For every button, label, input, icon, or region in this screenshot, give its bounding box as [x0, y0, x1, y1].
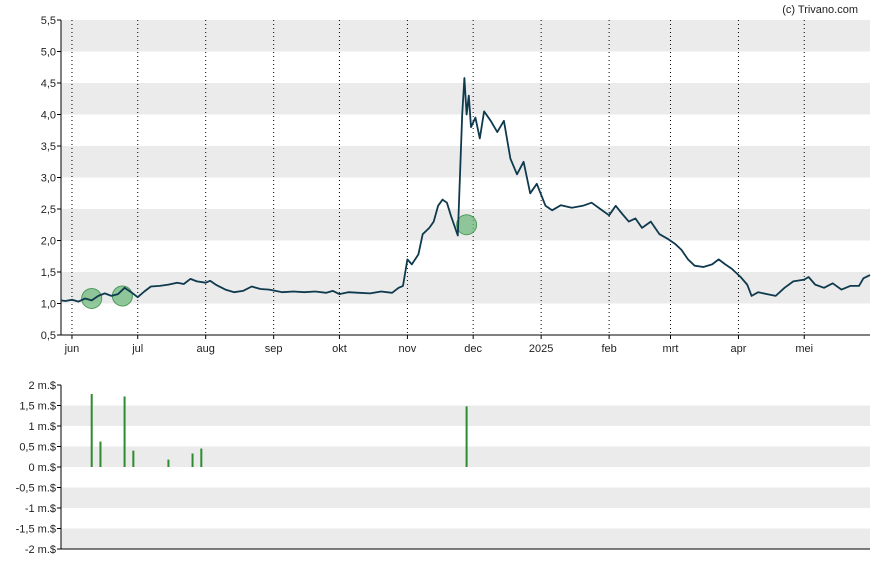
trade-marker — [456, 214, 478, 236]
volume-panel: 2 m.$ 1,5 m.$ 1 m.$ 0,5 m.$ 0 m.$ -0,5 m.$ -1 … — [16, 380, 870, 556]
x-tick-label: dec — [464, 343, 482, 355]
volume-bar — [123, 396, 126, 467]
x-tick-label: jul — [131, 343, 143, 355]
volume-bar — [132, 450, 135, 467]
volume-grid-band — [61, 405, 870, 426]
y-tick-label: 2,5 — [41, 204, 56, 216]
copyright-label: (c) Trivano.com — [782, 4, 858, 16]
y-tick-label: 4,0 — [41, 110, 56, 122]
y-tick-label: 1,5 — [41, 267, 56, 279]
x-tick-label: okt — [332, 343, 347, 355]
volume-bar — [90, 394, 93, 467]
volume-bar — [99, 441, 102, 467]
x-tick-label: sep — [265, 343, 283, 355]
volume-bar — [191, 453, 194, 467]
volume-y-tick-label: 0,5 m.$ — [19, 442, 56, 454]
volume-y-tick-label: 0 m.$ — [28, 462, 56, 474]
y-tick-label: 0,5 — [41, 330, 56, 342]
x-tick-label: nov — [399, 343, 417, 355]
volume-grid-band — [61, 446, 870, 467]
y-tick-label: 4,5 — [41, 78, 56, 90]
volume-bar — [200, 448, 203, 467]
price-grid-band — [61, 272, 870, 304]
price-grid-band — [61, 20, 870, 52]
y-tick-label: 2,0 — [41, 236, 56, 248]
volume-grid-band — [61, 528, 870, 549]
volume-grid-band — [61, 487, 870, 508]
volume-y-tick-label: -1,5 m.$ — [16, 524, 56, 536]
y-tick-label: 3,0 — [41, 173, 56, 185]
x-tick-label: 2025 — [529, 343, 553, 355]
volume-y-tick-label: -0,5 m.$ — [16, 483, 56, 495]
y-tick-label: 3,5 — [41, 141, 56, 153]
volume-y-tick-label: 2 m.$ — [28, 380, 56, 392]
x-tick-label: aug — [197, 343, 215, 355]
volume-y-tick-label: -1 m.$ — [25, 503, 56, 515]
price-grid-band — [61, 146, 870, 178]
trade-marker — [81, 287, 103, 309]
volume-bar — [167, 459, 170, 467]
volume-y-tick-label: 1,5 m.$ — [19, 401, 56, 413]
x-tick-label: apr — [731, 343, 747, 355]
price-panel: jun jul aug sep okt nov dec 2025 feb mrt apr mei 0,5… — [41, 15, 871, 355]
volume-bar — [465, 406, 468, 467]
price-series-line — [60, 77, 871, 303]
x-tick-label: mei — [795, 343, 813, 355]
y-tick-label: 1,0 — [41, 299, 56, 311]
x-tick-label: feb — [601, 343, 616, 355]
x-tick-label: jun — [64, 343, 80, 355]
x-tick-label: mrt — [663, 343, 679, 355]
volume-y-tick-label: 1 m.$ — [28, 421, 56, 433]
volume-y-tick-label: -2 m.$ — [25, 544, 56, 556]
y-tick-label: 5,5 — [41, 15, 56, 27]
y-tick-label: 5,0 — [41, 47, 56, 59]
